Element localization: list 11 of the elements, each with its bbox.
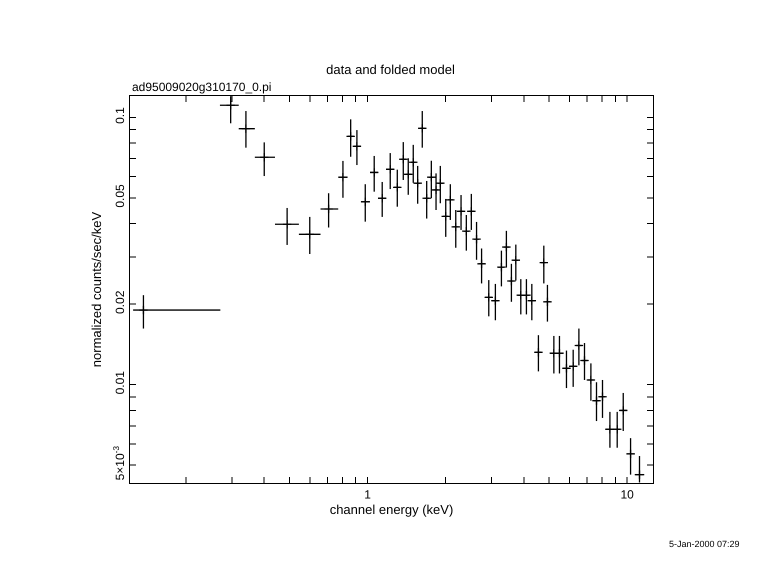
y-tick-label: 0.1	[113, 106, 128, 124]
text: 5-Jan-2000 07:29	[669, 539, 740, 549]
chart-subtitle: ad95009020g310170_0.pi	[132, 80, 272, 94]
x-tick-label: 1	[364, 488, 372, 502]
y-tick-label: 0.01	[113, 370, 128, 394]
x-axis-title: channel energy (keV)	[330, 502, 454, 518]
x-tick-label: 10	[620, 488, 634, 502]
y-tick-label: 0.02	[113, 290, 128, 314]
y-tick-label: 0.05	[113, 184, 128, 208]
y-axis-title: normalized counts/sec/keV	[88, 212, 104, 368]
chart-title: data and folded model	[326, 62, 455, 78]
